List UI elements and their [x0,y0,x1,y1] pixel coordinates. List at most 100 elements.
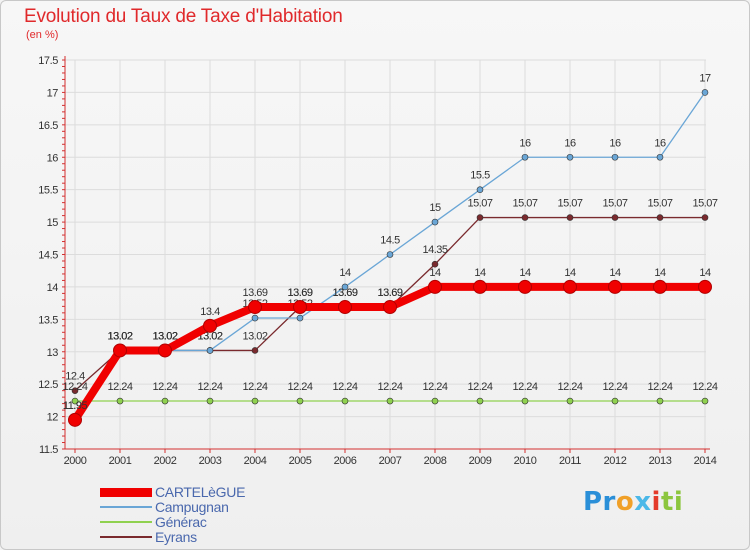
point-generac [431,397,439,405]
data-label-eyrans: 13.69 [377,287,402,299]
point-cartelegue [653,279,667,294]
data-label-eyrans: 14.35 [422,244,447,256]
point-cartelegue [158,343,172,358]
x-tick-label: 2004 [244,455,267,467]
x-tick-label: 2007 [379,455,402,467]
y-tick-label: 16 [47,152,59,164]
legend-label-cartelegue: CARTELèGUE [155,484,246,500]
y-tick-label: 14.5 [38,250,58,262]
x-tick-label: 2013 [649,455,672,467]
point-eyrans [611,214,619,221]
data-label-cartelegue: 14 [609,267,621,279]
data-label-eyrans: 12.4 [65,371,85,383]
point-generac [341,397,349,405]
point-eyrans [251,347,259,354]
data-label-campugnan: 14 [339,267,351,279]
data-label-campugnan: 17 [699,72,711,84]
point-campugnan [611,153,619,161]
point-campugnan [206,347,214,354]
legend-item-campugnan: Campugnan [100,499,400,515]
legend-item-eyrans: Eyrans [100,529,400,545]
data-label-cartelegue: 13.02 [107,330,132,342]
point-eyrans [701,214,709,221]
data-label-campugnan: 13.02 [107,330,132,342]
point-campugnan [656,153,664,161]
point-cartelegue [248,300,262,315]
data-label-campugnan: 15 [429,202,441,214]
point-generac [71,397,79,405]
data-label-campugnan: 16 [564,137,576,149]
legend-swatch-generac [100,521,152,523]
point-generac [116,397,124,405]
y-tick-label: 11.5 [39,444,58,456]
point-eyrans [71,387,79,394]
legend-swatch-cartelegue [100,488,152,497]
point-cartelegue [518,279,532,294]
x-tick-label: 2003 [199,455,222,467]
data-label-cartelegue: 14 [654,267,666,279]
data-label-campugnan: 13.02 [152,330,177,342]
data-label-generac: 12.24 [197,381,222,393]
data-label-generac: 12.24 [377,381,402,393]
data-label-eyrans: 13.02 [107,330,132,342]
data-label-cartelegue: 13.69 [287,287,312,299]
point-campugnan [386,251,394,258]
data-label-cartelegue: 14 [429,267,441,279]
point-generac [161,397,169,405]
x-tick-label: 2000 [64,455,87,467]
x-tick-label: 2012 [604,455,627,467]
data-label-cartelegue: 13.4 [200,306,220,318]
data-label-campugnan: 16 [519,137,531,149]
point-cartelegue [383,300,397,315]
data-label-generac: 12.24 [602,381,627,393]
x-tick-label: 2002 [154,455,177,467]
point-campugnan [296,314,304,322]
x-tick-label: 2005 [289,455,312,467]
point-eyrans [656,214,664,221]
data-label-cartelegue: 11.95 [63,400,88,412]
data-label-generac: 12.24 [467,381,492,393]
y-tick-label: 13 [47,347,59,359]
point-campugnan [521,153,529,161]
legend-item-cartelegue: CARTELèGUE [100,484,400,500]
data-label-cartelegue: 13.69 [242,287,267,299]
point-campugnan [566,153,574,161]
data-label-cartelegue: 13.69 [332,287,357,299]
legend-item-generac: Générac [100,514,400,530]
data-label-campugnan: 16 [654,137,666,149]
point-generac [611,397,619,405]
point-campugnan [476,186,484,193]
point-eyrans [431,260,439,268]
legend-swatch-eyrans [100,536,152,538]
legend-label-campugnan: Campugnan [155,499,229,515]
data-label-cartelegue: 14 [699,267,711,279]
point-cartelegue [473,279,487,294]
legend-swatch-campugnan [100,506,152,508]
point-cartelegue [698,279,712,294]
point-campugnan [701,89,709,96]
y-tick-label: 16.5 [38,120,58,132]
point-generac [701,397,709,405]
x-tick-label: 2014 [694,455,717,467]
point-campugnan [251,314,259,322]
data-label-generac: 12.24 [422,381,447,393]
point-cartelegue [68,412,82,427]
point-cartelegue [293,300,307,315]
y-tick-label: 14 [47,282,59,294]
data-label-eyrans: 13.02 [242,330,267,342]
data-label-eyrans: 15.07 [557,198,582,210]
data-label-eyrans: 15.07 [692,198,717,210]
point-cartelegue [338,300,352,315]
point-campugnan [431,218,439,226]
data-label-generac: 12.24 [287,381,312,393]
data-label-eyrans: 15.07 [512,198,537,210]
point-cartelegue [203,318,217,333]
y-tick-label: 12.5 [38,379,58,391]
proxiti-logo: Proxiti [583,487,684,517]
y-tick-label: 15.5 [38,185,58,197]
point-generac [476,397,484,405]
x-tick-label: 2006 [334,455,357,467]
data-label-generac: 12.24 [62,381,87,393]
